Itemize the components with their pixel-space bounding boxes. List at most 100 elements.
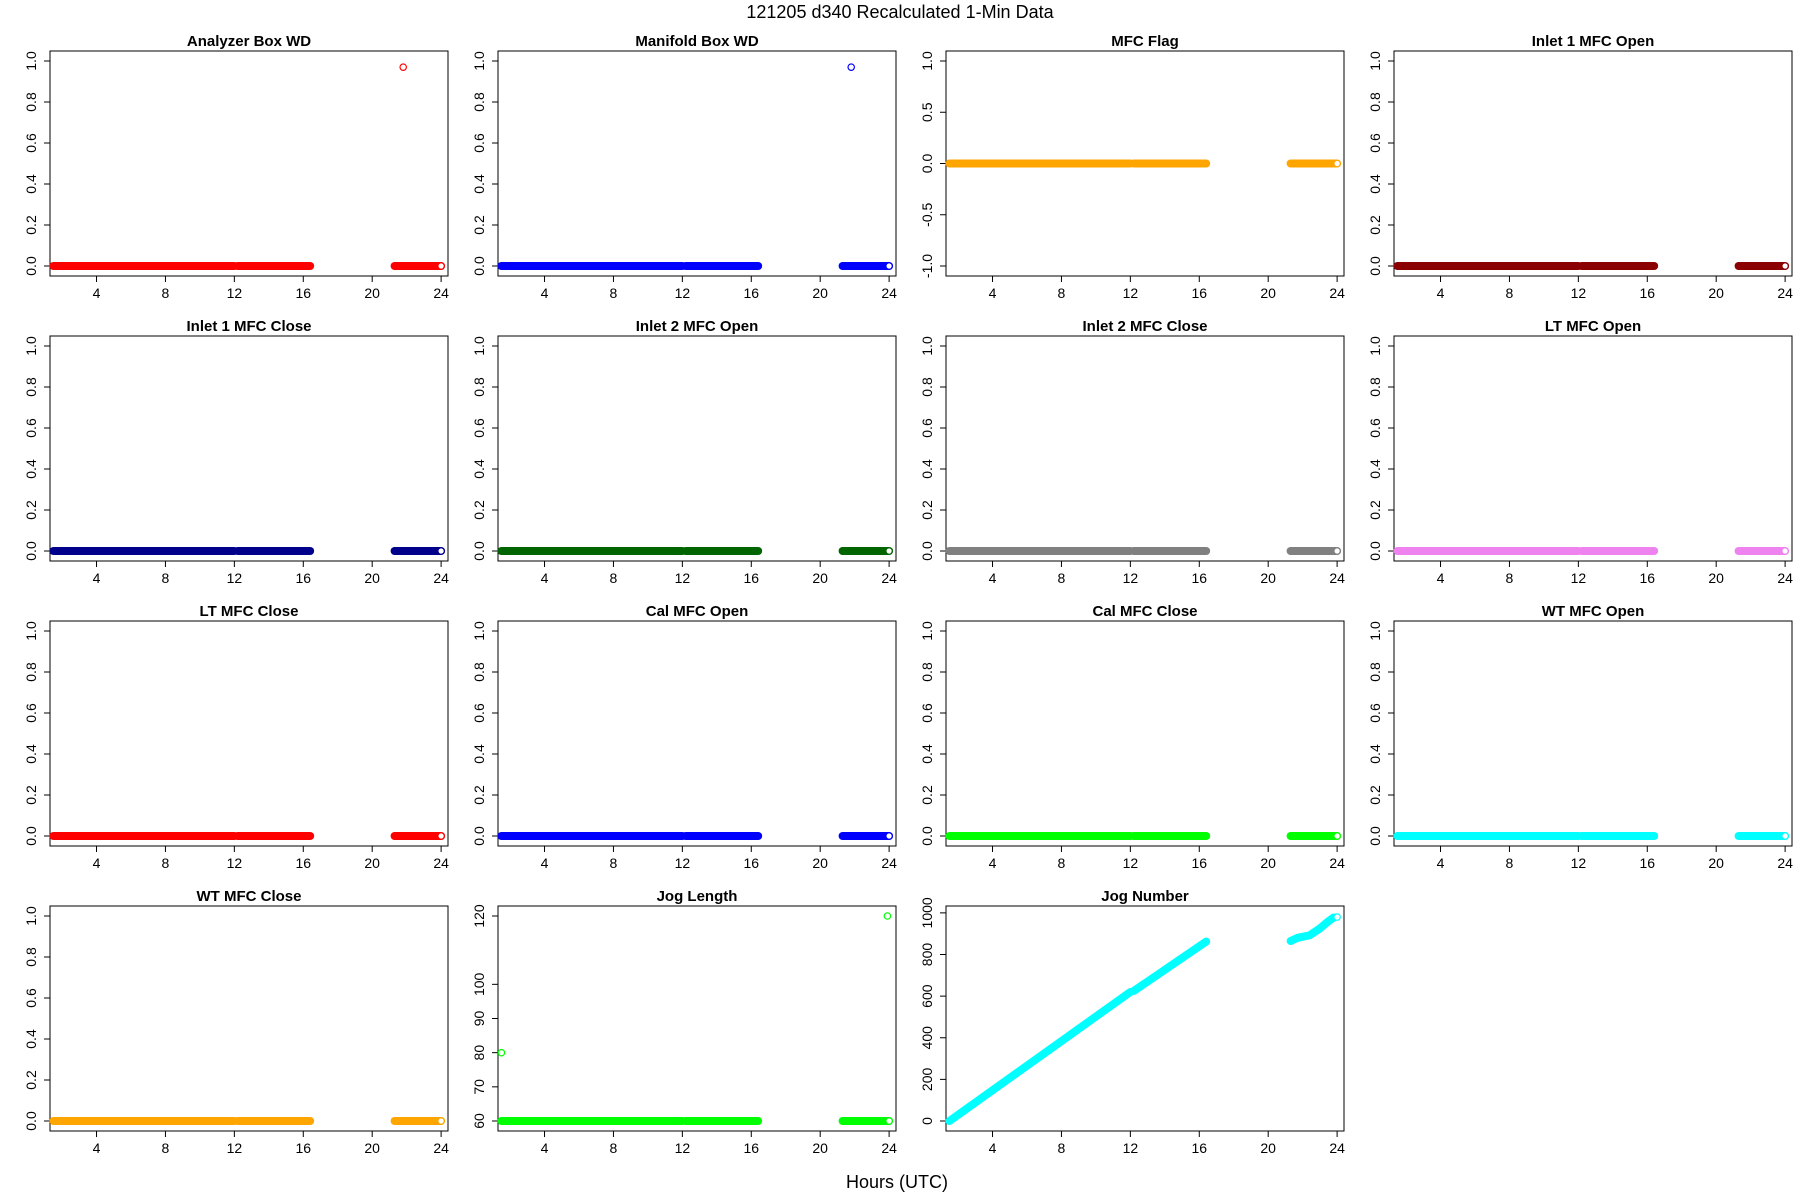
plot-frame [49,335,449,562]
plot-frame [945,620,1345,847]
y-tick-label: 800 [919,943,935,967]
y-tick-label: 1.0 [919,621,935,641]
x-tick-label: 24 [881,855,897,871]
plot-frame [1393,620,1793,847]
x-tick-label: 16 [295,855,311,871]
x-tick-label: 24 [1329,570,1345,586]
outlier-point [883,912,892,920]
panel-title: MFC Flag [1111,33,1179,50]
plot-frame [497,335,897,562]
y-tick-label: 600 [919,984,935,1008]
panel-title: Cal MFC Close [1092,603,1197,620]
x-tick-label: 20 [812,285,828,301]
x-tick-label: 16 [1639,570,1655,586]
panel-title: WT MFC Open [1542,603,1644,620]
x-tick-label: 8 [610,1140,618,1156]
x-tick-label: 4 [93,1140,101,1156]
x-tick-label: 8 [1058,855,1066,871]
panel-title: Manifold Box WD [635,33,758,50]
y-tick-label: 1.0 [23,51,39,71]
final-point [885,547,893,555]
x-tick-label: 20 [1260,1140,1276,1156]
y-tick-label: 0.4 [23,1029,39,1049]
panel-inlet-2-mfc-close: Inlet 2 MFC Close 4 8 12 16 20 24 0.0 0.2 0.4 0.6 0… [919,318,1345,586]
x-tick-label: 12 [1123,855,1139,871]
final-point [885,832,893,840]
x-tick-label: 4 [541,285,549,301]
y-tick-label: 0.8 [471,662,487,682]
x-tick-label: 24 [433,285,449,301]
x-tick-label: 20 [1708,570,1724,586]
final-point [1781,832,1789,840]
y-tick-label: 0.6 [1367,133,1383,153]
x-tick-label: 20 [1708,855,1724,871]
panel-title: WT MFC Close [197,888,302,905]
panel-analyzer-box-wd: Analyzer Box WD 4 8 12 16 20 24 0.0 0.2 0.4 0.6 0.8… [23,33,449,301]
y-tick-label: 0.6 [919,703,935,723]
x-tick-label: 4 [1437,855,1445,871]
y-tick-label: 0.4 [471,174,487,194]
panel-inlet-1-mfc-close: Inlet 1 MFC Close 4 8 12 16 20 24 0.0 0.2 0.4 0.6 0… [23,318,449,586]
x-tick-label: 12 [675,855,691,871]
y-tick-label: 0.8 [1367,377,1383,397]
x-tick-label: 4 [93,570,101,586]
y-tick-label: 0.6 [471,418,487,438]
y-tick-label: 200 [919,1067,935,1091]
y-tick-label: 0.0 [23,256,39,276]
x-tick-label: 12 [227,1140,243,1156]
y-tick-label: 0.2 [23,785,39,805]
y-tick-label: 0.8 [919,377,935,397]
y-tick-label: 1.0 [23,906,39,926]
y-tick-label: 0.0 [23,1111,39,1131]
x-tick-label: 4 [93,285,101,301]
x-tick-label: 8 [610,855,618,871]
final-point [1781,262,1789,270]
panel-title: Jog Length [657,888,738,905]
y-tick-label: 0.0 [23,826,39,846]
x-tick-label: 8 [162,285,170,301]
plot-frame [497,50,897,277]
y-tick-label: 0.6 [1367,703,1383,723]
x-tick-label: 8 [162,570,170,586]
x-tick-label: 12 [1123,1140,1139,1156]
x-tick-label: 20 [1260,855,1276,871]
panel-title: LT MFC Close [200,603,299,620]
final-point [437,832,445,840]
y-tick-label: 1000 [919,897,935,928]
x-tick-label: 24 [433,570,449,586]
y-tick-label: 0.6 [471,133,487,153]
y-tick-label: 0.2 [919,785,935,805]
y-tick-label: 120 [471,904,487,928]
y-tick-label: 0.2 [919,500,935,520]
x-tick-label: 4 [989,1140,997,1156]
x-tick-label: 24 [433,1140,449,1156]
y-tick-label: -0.5 [919,202,935,226]
plot-frame [49,620,449,847]
y-tick-label: 0.6 [471,703,487,723]
y-tick-label: 1.0 [1367,621,1383,641]
data-series-line [1286,913,1338,945]
y-tick-label: 0.0 [471,256,487,276]
final-point [437,262,445,270]
panel-title: Jog Number [1101,888,1189,905]
x-tick-label: 24 [1329,285,1345,301]
y-tick-label: 0.8 [23,92,39,112]
x-tick-label: 24 [433,855,449,871]
x-tick-label: 16 [1191,1140,1207,1156]
plot-frame [497,905,897,1132]
plot-frame [1393,50,1793,277]
outlier-point [399,63,408,71]
y-tick-label: 1.0 [919,51,935,71]
plot-frame [49,905,449,1132]
y-tick-label: -1.0 [919,254,935,278]
y-tick-label: 80 [471,1045,487,1061]
x-tick-label: 20 [364,285,380,301]
y-tick-label: 0.4 [919,744,935,764]
y-tick-label: 0.0 [23,541,39,561]
y-tick-label: 0.6 [23,703,39,723]
y-tick-label: 0.8 [471,377,487,397]
x-tick-label: 8 [1506,855,1514,871]
y-tick-label: 0.8 [1367,662,1383,682]
x-tick-label: 24 [881,285,897,301]
final-point [1333,913,1341,921]
